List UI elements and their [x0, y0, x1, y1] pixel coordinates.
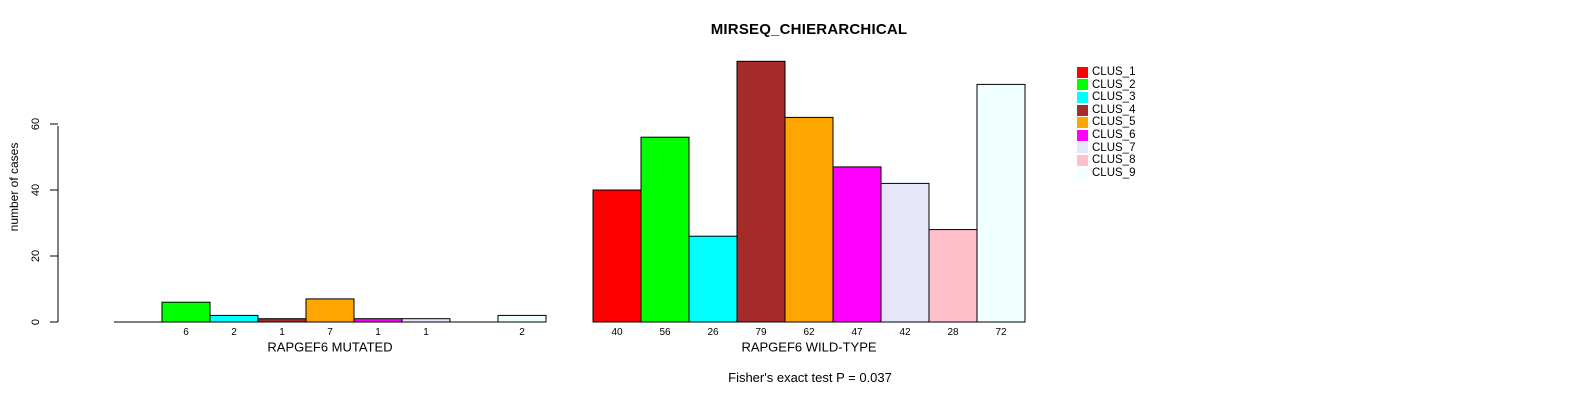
bar-value-label: 7	[327, 327, 333, 338]
legend: CLUS_1 CLUS_2 CLUS_3 CLUS_4 CLUS_5 CLUS_6 CLUS…	[1077, 66, 1135, 179]
group-label: RAPGEF6 WILD-TYPE	[741, 340, 876, 355]
legend-item: CLUS_2	[1077, 79, 1135, 92]
bar-clus_9	[497, 314, 547, 323]
legend-item: CLUS_1	[1077, 66, 1135, 79]
bar-clus_9	[976, 83, 1026, 323]
bar-clus_2	[640, 136, 690, 323]
bar-clus_3	[688, 235, 738, 323]
y-axis-tick-label: 20	[30, 250, 42, 262]
bar-value-label: 2	[231, 327, 237, 338]
y-axis-tick-label: 60	[30, 118, 42, 130]
bar-value-label: 1	[279, 327, 285, 338]
y-axis-tick-label: 0	[30, 319, 42, 325]
bar-clus_4	[257, 318, 307, 323]
legend-label: CLUS_9	[1092, 166, 1136, 179]
legend-item: CLUS_5	[1077, 116, 1135, 129]
legend-swatch-clus_6	[1077, 129, 1088, 141]
bar-clus_5	[784, 116, 834, 323]
bar-value-label: 28	[947, 327, 959, 338]
legend-label: CLUS_3	[1092, 91, 1136, 104]
bar-clus_2	[161, 301, 211, 323]
legend-item: CLUS_7	[1077, 142, 1135, 155]
legend-label: CLUS_1	[1092, 66, 1136, 78]
bar-value-label: 26	[707, 327, 719, 338]
group-label: RAPGEF6 MUTATED	[267, 340, 392, 355]
legend-swatch-clus_3	[1077, 91, 1088, 103]
legend-label: CLUS_7	[1092, 141, 1136, 154]
bar-clus_8	[928, 229, 978, 323]
bar-clus_7	[880, 182, 930, 323]
bar-clus_1	[592, 189, 642, 323]
legend-item: CLUS_8	[1077, 154, 1135, 167]
legend-swatch-clus_1	[1077, 66, 1088, 78]
bar-value-label: 6	[183, 327, 189, 338]
legend-swatch-clus_2	[1077, 79, 1088, 91]
bar-clus_7	[401, 318, 451, 323]
legend-item: CLUS_6	[1077, 129, 1135, 142]
bar-clus_4	[736, 60, 786, 323]
legend-swatch-clus_5	[1077, 117, 1088, 129]
bar-value-label: 40	[611, 327, 623, 338]
chart-title: MIRSEQ_CHIERARCHICAL	[710, 21, 908, 38]
legend-label: CLUS_4	[1092, 103, 1136, 116]
bar-value-label: 47	[851, 327, 863, 338]
bar-value-label: 1	[423, 327, 429, 338]
legend-swatch-clus_8	[1077, 154, 1088, 166]
bar-value-label: 72	[995, 327, 1007, 338]
legend-swatch-clus_9	[1077, 167, 1088, 179]
legend-label: CLUS_6	[1092, 128, 1136, 141]
bar-value-label: 62	[803, 327, 815, 338]
bar-value-label: 2	[519, 327, 525, 338]
y-axis-tick-label: 40	[30, 184, 42, 196]
legend-swatch-clus_7	[1077, 142, 1088, 154]
legend-item: CLUS_3	[1077, 91, 1135, 104]
legend-label: CLUS_5	[1092, 116, 1136, 129]
bar-clus_6	[353, 318, 403, 323]
legend-label: CLUS_8	[1092, 154, 1136, 167]
bar-clus_6	[832, 166, 882, 323]
bar-value-label: 56	[659, 327, 671, 338]
legend-label: CLUS_2	[1092, 78, 1136, 91]
bar-value-label: 79	[755, 327, 767, 338]
bar-clus_5	[305, 298, 355, 323]
fisher-test-note: Fisher's exact test P = 0.037	[728, 370, 892, 385]
bar-clus_3	[209, 314, 259, 323]
bar-value-label: 1	[375, 327, 381, 338]
bar-value-label: 42	[899, 327, 911, 338]
legend-swatch-clus_4	[1077, 104, 1088, 116]
legend-item: CLUS_4	[1077, 104, 1135, 117]
legend-item: CLUS_9	[1077, 167, 1135, 180]
